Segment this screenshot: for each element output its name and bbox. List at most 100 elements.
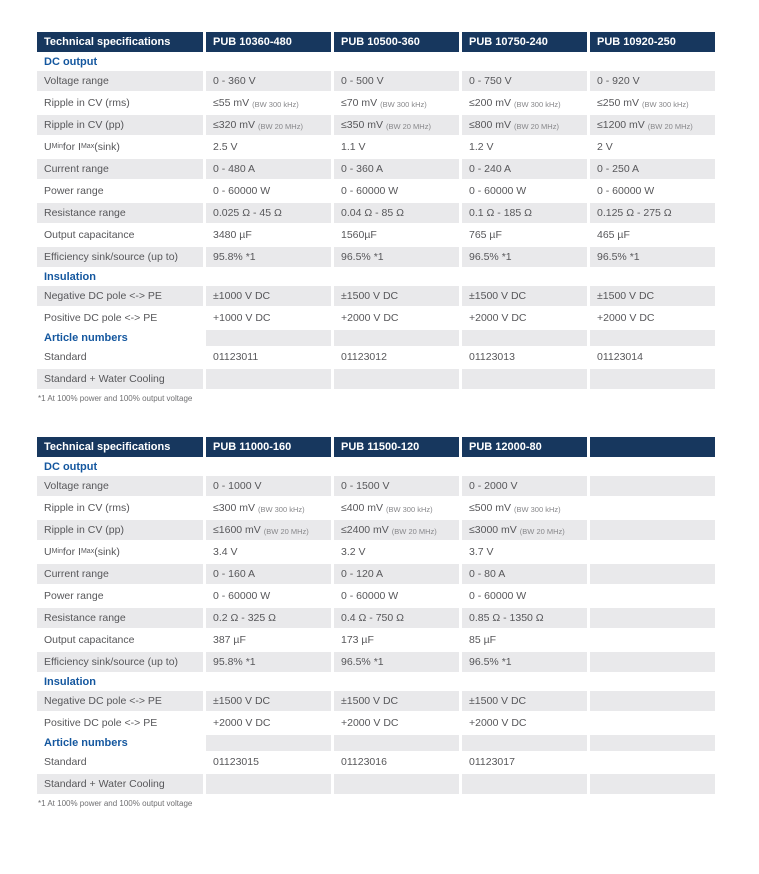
spec-value-cell: 0 - 500 V bbox=[334, 71, 459, 91]
spec-value-cell: ≤350 mV (BW 20 MHz) bbox=[334, 115, 459, 135]
column-header-model: PUB 10920-250 bbox=[590, 32, 715, 52]
spec-value: ≤350 mV bbox=[341, 119, 383, 131]
spec-value-cell: 01123011 bbox=[213, 351, 259, 363]
spec-value-cell bbox=[590, 564, 715, 584]
section-empty-cell bbox=[590, 54, 715, 70]
spec-row: Resistance range 0.2 Ω - 325 Ω 0.4 Ω - 750… bbox=[37, 608, 718, 628]
section-empty-cell bbox=[590, 330, 715, 346]
spec-label-cell: Voltage range bbox=[37, 476, 203, 496]
spec-value-cell: 01123013 bbox=[469, 351, 515, 363]
spec-label-cell: Resistance range bbox=[37, 608, 203, 628]
section-row: DC output bbox=[37, 459, 718, 475]
spec-label-cell: Output capacitance bbox=[44, 634, 135, 646]
spec-value-cell: 96.5% *1 bbox=[334, 247, 459, 267]
spec-value-cell: 0.4 Ω - 750 Ω bbox=[334, 608, 459, 628]
spec-row: Ripple in CV (pp) ≤320 mV (BW 20 MHz) ≤350 … bbox=[37, 115, 718, 135]
column-header-model: PUB 11500-120 bbox=[334, 437, 459, 457]
section-empty-cell bbox=[334, 269, 459, 285]
section-empty-cell bbox=[334, 674, 459, 690]
section-header-cell: Insulation bbox=[44, 271, 96, 283]
section-empty-cell bbox=[462, 269, 587, 285]
spec-value-cell: 85 µF bbox=[469, 634, 497, 646]
spec-value-cell bbox=[206, 369, 331, 389]
spec-row: Negative DC pole <-> PE ±1000 V DC ±1500 V… bbox=[37, 286, 718, 306]
spec-value-bandwidth-note: (BW 300 kHz) bbox=[513, 504, 561, 514]
spec-value-bandwidth-note: (BW 20 MHz) bbox=[391, 526, 437, 536]
spec-value-cell: 96.5% *1 bbox=[462, 247, 587, 267]
spec-value-cell bbox=[590, 774, 715, 794]
spec-label-cell: Resistance range bbox=[37, 203, 203, 223]
section-header-cell: Insulation bbox=[44, 676, 96, 688]
spec-row: Power range 0 - 60000 W 0 - 60000 W 0 - 600… bbox=[37, 181, 718, 201]
section-header-cell: DC output bbox=[44, 56, 98, 68]
spec-value-cell: 3.4 V bbox=[213, 546, 238, 558]
section-empty-cell bbox=[462, 330, 587, 346]
spec-value-cell: ≤800 mV (BW 20 MHz) bbox=[462, 115, 587, 135]
column-header-model bbox=[590, 437, 715, 457]
spec-row: Efficiency sink/source (up to) 95.8% *1 96… bbox=[37, 247, 718, 267]
spec-value-cell bbox=[590, 691, 715, 711]
column-header-model: PUB 10500-360 bbox=[334, 32, 459, 52]
spec-value-cell: 96.5% *1 bbox=[334, 652, 459, 672]
spec-value-cell: 96.5% *1 bbox=[462, 652, 587, 672]
spec-value-cell: 95.8% *1 bbox=[206, 247, 331, 267]
section-empty-cell bbox=[206, 54, 331, 70]
spec-row: Output capacitance 3480 µF 1560µF 765 µF 465… bbox=[37, 225, 718, 245]
spec-value-cell: 0 - 360 V bbox=[206, 71, 331, 91]
spec-value-cell: ≤300 mV (BW 300 kHz) bbox=[206, 498, 331, 518]
spec-value-cell bbox=[590, 752, 715, 772]
spec-value-cell: 0 - 80 A bbox=[462, 564, 587, 584]
spec-row: Positive DC pole <-> PE +1000 V DC +2000 V… bbox=[37, 308, 718, 328]
spec-value-bandwidth-note: (BW 20 MHz) bbox=[513, 121, 559, 131]
table-header-row: Technical specifications PUB 11000-160 PUB… bbox=[37, 437, 718, 457]
spec-value-cell: 173 µF bbox=[341, 634, 374, 646]
spec-label-cell: Negative DC pole <-> PE bbox=[37, 691, 203, 711]
spec-value-cell: 01123016 bbox=[341, 756, 387, 768]
spec-label-cell: Positive DC pole <-> PE bbox=[44, 312, 158, 324]
spec-value-cell: 0 - 60000 W bbox=[341, 185, 399, 197]
spec-value-cell: 0 - 750 V bbox=[462, 71, 587, 91]
spec-value-cell: ±1500 V DC bbox=[462, 691, 587, 711]
spec-value-cell: ≤400 mV (BW 300 kHz) bbox=[334, 498, 459, 518]
section-row: Article numbers bbox=[37, 735, 718, 751]
spec-value-bandwidth-note: (BW 20 MHz) bbox=[519, 526, 565, 536]
spec-value-cell: 0 - 1000 V bbox=[206, 476, 331, 496]
spec-value-cell bbox=[590, 608, 715, 628]
spec-value: ≤1200 mV bbox=[597, 119, 645, 131]
spec-value-cell: 465 µF bbox=[597, 229, 630, 241]
spec-value-cell: 0 - 60000 W bbox=[469, 590, 527, 602]
spec-label-cell: Ripple in CV (rms) bbox=[44, 97, 130, 109]
column-header-specs: Technical specifications bbox=[37, 32, 203, 52]
section-header-cell: Article numbers bbox=[44, 737, 128, 749]
spec-value-cell: 3.7 V bbox=[469, 546, 494, 558]
spec-value-cell bbox=[462, 369, 587, 389]
spec-value-bandwidth-note: (BW 300 kHz) bbox=[641, 99, 689, 109]
section-empty-cell bbox=[590, 674, 715, 690]
spec-value-cell: 2 V bbox=[597, 141, 613, 153]
column-header-model: PUB 12000-80 bbox=[462, 437, 587, 457]
spec-label-cell: Standard + Water Cooling bbox=[37, 774, 203, 794]
spec-value-cell: 01123015 bbox=[213, 756, 259, 768]
section-header-cell: DC output bbox=[44, 461, 98, 473]
spec-value-cell: ≤500 mV (BW 300 kHz) bbox=[462, 498, 587, 518]
section-empty-cell bbox=[206, 269, 331, 285]
spec-value-cell: 95.8% *1 bbox=[206, 652, 331, 672]
spec-value-bandwidth-note: (BW 300 kHz) bbox=[252, 99, 299, 109]
spec-value-cell: +2000 V DC bbox=[469, 312, 527, 324]
spec-value-cell: 0 - 920 V bbox=[590, 71, 715, 91]
spec-value-cell: +2000 V DC bbox=[597, 312, 655, 324]
spec-value-cell: ≤200 mV (BW 300 kHz) bbox=[462, 93, 587, 113]
spec-value-bandwidth-note: (BW 300 kHz) bbox=[380, 99, 427, 109]
spec-value-cell: 3480 µF bbox=[213, 229, 252, 241]
spec-value-cell: 0 - 160 A bbox=[206, 564, 331, 584]
spec-label-cell: Positive DC pole <-> PE bbox=[44, 717, 158, 729]
footnote: *1 At 100% power and 100% output voltage bbox=[38, 799, 193, 808]
spec-value-cell bbox=[590, 542, 715, 562]
spec-value-cell: 0.025 Ω - 45 Ω bbox=[206, 203, 331, 223]
spec-row: Output capacitance 387 µF 173 µF 85 µF bbox=[37, 630, 718, 650]
spec-label-cell: Voltage range bbox=[37, 71, 203, 91]
spec-label-cell: Standard bbox=[44, 351, 87, 363]
spec-value-cell: 1.1 V bbox=[341, 141, 366, 153]
